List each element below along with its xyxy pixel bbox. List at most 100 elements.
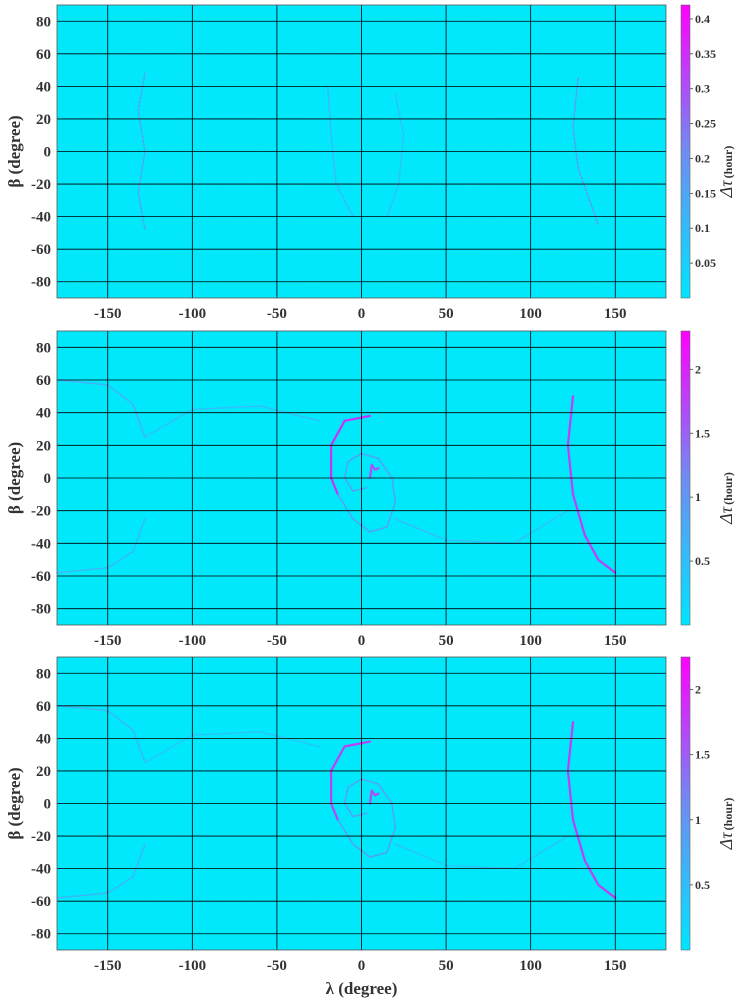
feature-arc-2 <box>368 463 380 480</box>
colorbar-label-symbol: Δτ <box>716 180 736 199</box>
y-tick-label: -60 <box>31 894 51 910</box>
colorbar <box>680 330 691 626</box>
feature-arc-7 <box>394 510 569 544</box>
y-tick-label: -40 <box>31 536 51 552</box>
y-tick-label: 0 <box>44 797 52 813</box>
x-tick-label: 100 <box>519 958 542 974</box>
x-tick-label: -150 <box>94 306 122 322</box>
colorbar-tick-label: 0.15 <box>695 186 716 200</box>
y-tick-label: 20 <box>36 764 51 780</box>
feature-arc-5 <box>56 518 146 574</box>
y-tick-label: 60 <box>36 699 51 715</box>
feature-arc-4 <box>56 705 146 764</box>
x-tick-label: 100 <box>519 633 542 649</box>
x-tick-label: -50 <box>267 958 287 974</box>
x-tick-label: -150 <box>94 958 122 974</box>
x-tick-label: 0 <box>358 633 366 649</box>
colorbar-tick-label: 0.4 <box>695 12 710 26</box>
colorbar-tick-label: 0.35 <box>695 47 716 61</box>
x-axis-label: λ (degree) <box>326 979 398 998</box>
y-tick-label: 80 <box>36 666 51 682</box>
y-tick-label: 60 <box>36 373 51 389</box>
colorbar-tick-label: 2 <box>695 683 701 697</box>
colorbar-label-symbol: Δτ <box>716 506 736 525</box>
y-tick-label: -20 <box>31 177 51 193</box>
colorbar-label-symbol: Δτ <box>716 832 736 851</box>
colorbar-label-unit: (hour) <box>721 146 735 179</box>
panel-bottom: -150 -100 -50 0 50 100 150 80 60 40 20 0 -20 -40 -60 -8… <box>5 656 736 998</box>
y-tick-label: -60 <box>31 242 51 258</box>
colorbar-tick-label: 2 <box>695 362 701 376</box>
panel-middle: -150 -100 -50 0 50 100 150 80 60 40 20 0 -20 -40 -60 -8… <box>5 330 736 649</box>
feature-arc-5 <box>56 843 146 899</box>
colorbar-tick-label: 1.5 <box>695 748 710 762</box>
y-axis-label: β (degree) <box>5 115 24 187</box>
y-axis-label: β (degree) <box>5 767 24 839</box>
x-tick-label: -50 <box>267 633 287 649</box>
y-tick-label: -40 <box>31 862 51 878</box>
y-tick-label: 40 <box>36 79 51 95</box>
x-tick-label: 150 <box>604 633 627 649</box>
feature-arc-7 <box>394 835 569 870</box>
colorbar-tick-label: 0.25 <box>695 117 716 131</box>
y-tick-label: 0 <box>44 471 52 487</box>
feature-arc-0 <box>137 72 146 231</box>
x-tick-label: -100 <box>179 306 207 322</box>
y-tick-label: 0 <box>44 145 52 161</box>
plot-frame <box>56 330 667 626</box>
y-tick-label: -60 <box>31 569 51 585</box>
colorbar-tick-label: 1 <box>695 490 701 504</box>
feature-arc-3 <box>386 93 405 218</box>
y-tick-label: -20 <box>31 829 51 845</box>
colorbar-label: Δτ(hour) <box>716 472 736 525</box>
y-tick-label: -40 <box>31 210 51 226</box>
colorbar-tick-label: 0.5 <box>695 554 710 568</box>
feature-arc-2 <box>327 85 354 218</box>
y-tick-label: 80 <box>36 340 51 356</box>
y-tick-label: -20 <box>31 504 51 520</box>
colorbar-label-unit: (hour) <box>721 798 735 831</box>
y-axis-label: β (degree) <box>5 442 24 514</box>
feature-arc-1 <box>337 452 396 533</box>
x-tick-label: 100 <box>519 306 542 322</box>
colorbar-tick-label: 1 <box>695 813 701 827</box>
panel-top: -150 -100 -50 0 50 100 150 80 60 40 20 0 -20 -40 -60 -8… <box>5 4 736 322</box>
colorbar <box>680 4 691 299</box>
colorbar-tick-label: 0.2 <box>695 151 710 165</box>
y-tick-label: 60 <box>36 47 51 63</box>
x-tick-label: 0 <box>358 306 366 322</box>
x-tick-label: -100 <box>179 958 207 974</box>
colorbar <box>680 656 691 951</box>
x-tick-label: 50 <box>439 633 454 649</box>
colorbar-tick-label: 0.1 <box>695 221 710 235</box>
colorbar-tick-label: 0.3 <box>695 82 710 96</box>
feature-arc-4 <box>56 379 146 438</box>
colorbar-label-unit: (hour) <box>721 472 735 505</box>
colorbar-label: Δτ(hour) <box>716 798 736 851</box>
y-tick-label: -80 <box>31 275 51 291</box>
x-tick-label: 150 <box>604 306 627 322</box>
y-tick-label: 80 <box>36 14 51 30</box>
feature-arc-3 <box>566 721 617 899</box>
x-tick-label: 150 <box>604 958 627 974</box>
y-tick-label: 40 <box>36 731 51 747</box>
y-tick-label: -80 <box>31 927 51 943</box>
feature-arc-6 <box>144 731 320 764</box>
y-tick-label: 20 <box>36 112 51 128</box>
x-tick-label: -150 <box>94 633 122 649</box>
colorbar-tick-label: 0.5 <box>695 878 710 892</box>
y-tick-label: 20 <box>36 438 51 454</box>
colorbar-tick-label: 0.05 <box>695 256 716 270</box>
y-tick-label: -80 <box>31 602 51 618</box>
feature-arc-1 <box>572 77 599 226</box>
feature-arc-1 <box>337 778 396 858</box>
feature-arc-6 <box>144 405 320 438</box>
x-tick-label: -50 <box>267 306 287 322</box>
colorbar-tick-label: 1.5 <box>695 426 710 440</box>
x-tick-label: 50 <box>439 306 454 322</box>
plot-frame <box>56 4 667 299</box>
plot-frame <box>56 656 667 951</box>
feature-arc-3 <box>566 395 617 574</box>
x-tick-label: 50 <box>439 958 454 974</box>
